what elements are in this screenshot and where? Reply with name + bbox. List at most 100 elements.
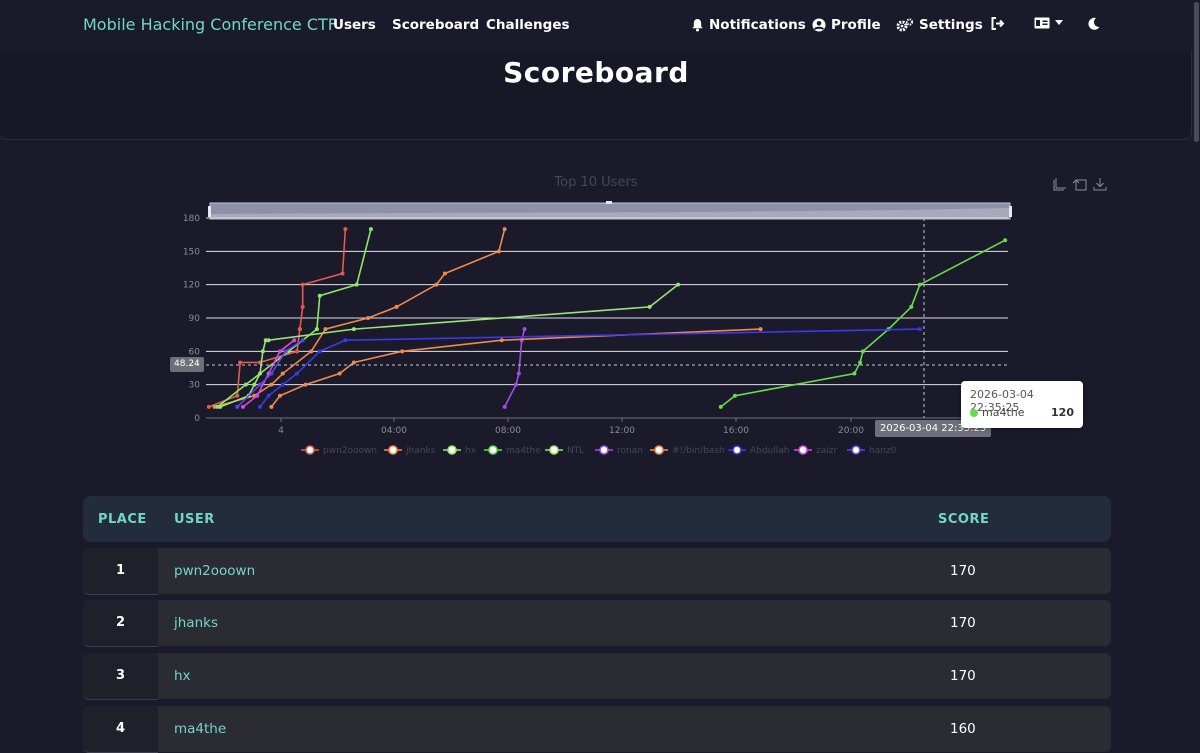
- series-point: [235, 393, 240, 398]
- legend-swatch-dot: [447, 445, 457, 455]
- series-point: [215, 404, 220, 409]
- legend-swatch-dot: [798, 445, 808, 455]
- language-dropdown[interactable]: [1034, 17, 1063, 29]
- series-point: [258, 404, 263, 409]
- series-point: [343, 227, 348, 232]
- x-axis: 4 04:00 08:00 12:00 16:00 20:00: [278, 418, 864, 436]
- legend-item[interactable]: NTL: [545, 445, 584, 456]
- series-point: [522, 327, 527, 332]
- series-point: [676, 282, 681, 287]
- legend-item[interactable]: Abdullah: [728, 445, 790, 456]
- series-line-0: [208, 229, 347, 408]
- place-cell: [83, 653, 158, 700]
- legend-label: pwn2ooown: [323, 446, 377, 456]
- series-point: [280, 371, 285, 376]
- row-user-link[interactable]: pwn2ooown: [174, 563, 256, 579]
- logout-button[interactable]: [991, 17, 1005, 30]
- legend-item[interactable]: pwn2ooown: [301, 445, 377, 456]
- series-point: [394, 304, 399, 309]
- series-point: [496, 249, 501, 254]
- series-point: [909, 304, 914, 309]
- legend-item[interactable]: hx: [443, 445, 477, 456]
- legend-item[interactable]: hanz0: [847, 445, 897, 456]
- nav-settings[interactable]: Settings: [896, 17, 983, 33]
- series-point: [206, 404, 211, 409]
- legend-item[interactable]: ronan: [595, 445, 643, 456]
- series-point: [238, 360, 243, 365]
- brand-link[interactable]: Mobile Hacking Conference CTF: [83, 15, 337, 34]
- series-point: [295, 371, 300, 376]
- row-score: 170: [950, 668, 976, 684]
- header-score[interactable]: SCORE: [938, 512, 990, 527]
- series-point: [280, 382, 285, 387]
- series-point: [266, 393, 271, 398]
- language-icon: [1034, 17, 1050, 29]
- zoom-handle-left[interactable]: [208, 206, 211, 217]
- tooltip-value: 120: [1051, 406, 1074, 419]
- series-point: [354, 282, 359, 287]
- chart-tooltip: 2026-03-04 22:35:25 ma4the 120: [961, 381, 1083, 428]
- y-crosshair-label: 48.24: [170, 357, 204, 372]
- nav-scoreboard[interactable]: Scoreboard: [392, 17, 480, 33]
- nav-challenges[interactable]: Challenges: [486, 17, 570, 33]
- series-point: [502, 404, 507, 409]
- legend-label: zaizr: [816, 446, 837, 456]
- series-line-6: [270, 328, 761, 408]
- series-point: [368, 227, 373, 232]
- series-point: [917, 282, 922, 287]
- row-user-link[interactable]: jhanks: [174, 615, 218, 631]
- legend-label: Abdullah: [750, 446, 790, 456]
- series-point: [442, 271, 447, 276]
- x-tick-label: 4: [278, 426, 284, 436]
- series-point: [647, 304, 652, 309]
- legend-swatch-dot: [599, 445, 609, 455]
- series-point: [292, 338, 297, 343]
- legend-label: ma4the: [506, 446, 541, 456]
- nav-users[interactable]: Users: [333, 17, 376, 33]
- series-point: [218, 404, 223, 409]
- legend-item[interactable]: jhanks: [384, 445, 436, 456]
- tooltip-series-dot: [970, 409, 978, 417]
- series-point: [1003, 238, 1008, 243]
- crosshair: [206, 218, 1008, 418]
- series-point: [295, 349, 300, 354]
- y-tick-label: 90: [189, 314, 201, 324]
- x-tick-label: 16:00: [723, 426, 749, 436]
- series-point: [297, 327, 302, 332]
- row-place: 2: [115, 615, 126, 630]
- row-user-link[interactable]: ma4the: [174, 721, 227, 737]
- sign-out-icon: [991, 17, 1005, 30]
- zoom-move-handle[interactable]: [606, 201, 612, 204]
- header-user[interactable]: USER: [174, 512, 215, 527]
- zoom-handle-right[interactable]: [1009, 206, 1012, 217]
- legend-item[interactable]: ma4the: [484, 445, 541, 456]
- series-point: [502, 227, 507, 232]
- legend-item[interactable]: #!/bin/bash: [650, 445, 725, 456]
- nav-notifications[interactable]: Notifications: [691, 17, 806, 33]
- x-tick-label: 04:00: [381, 426, 407, 436]
- scoreboard-chart: Top 10 Users 0 30 60 90 120 150 180 4 04:00 08:0…: [183, 175, 1107, 456]
- header-place[interactable]: PLACE: [98, 512, 147, 527]
- caret-down-icon: [1055, 20, 1063, 25]
- row-user-link[interactable]: hx: [174, 668, 191, 684]
- page-scrollbar[interactable]: [1192, 0, 1200, 753]
- series-point: [323, 327, 328, 332]
- scrollbar-thumb[interactable]: [1194, 2, 1199, 142]
- legend-swatch-dot: [654, 445, 664, 455]
- series-point: [434, 282, 439, 287]
- legend-item[interactable]: zaizr: [794, 445, 837, 456]
- theme-toggle[interactable]: [1088, 17, 1100, 30]
- nav-profile[interactable]: Profile: [812, 17, 881, 33]
- series-point: [263, 338, 268, 343]
- series-point: [917, 327, 922, 332]
- zoom-icon[interactable]: [1053, 178, 1066, 191]
- data-zoom-slider[interactable]: [208, 201, 1012, 220]
- series-point: [258, 371, 263, 376]
- series-point: [303, 382, 308, 387]
- zoom-reset-icon[interactable]: [1072, 179, 1087, 191]
- scoreboard-table-header: PLACE USER SCORE: [83, 496, 1111, 542]
- legend-swatch-dot: [549, 445, 559, 455]
- series-point: [269, 382, 274, 387]
- table-row: 3 hx 170: [83, 653, 1111, 700]
- download-icon[interactable]: [1093, 178, 1107, 191]
